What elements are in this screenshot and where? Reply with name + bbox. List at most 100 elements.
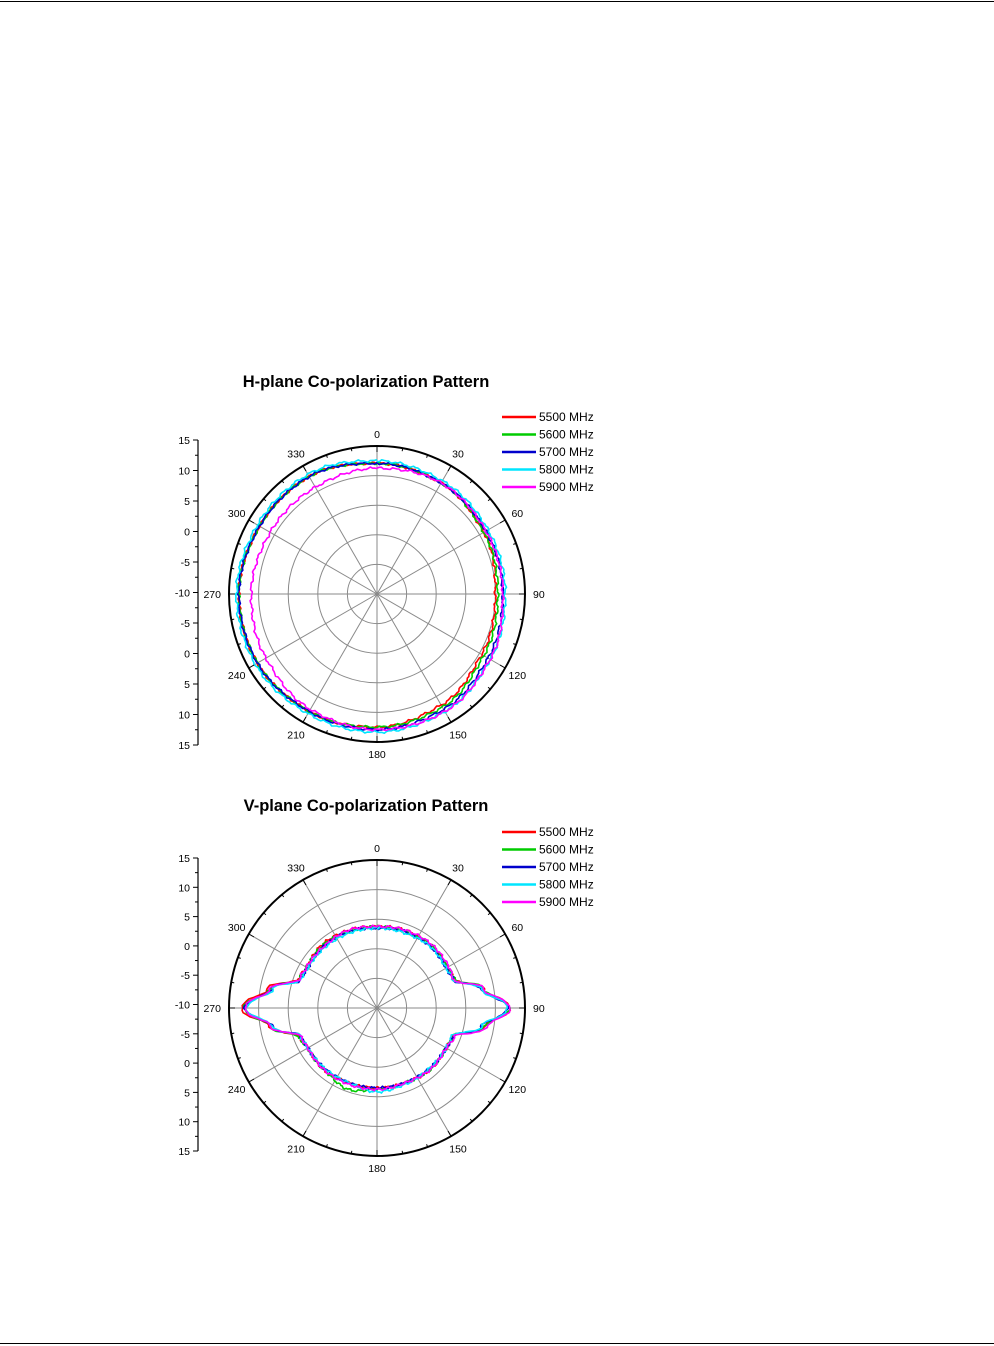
frame-tick — [487, 912, 491, 916]
frame-tick — [231, 618, 235, 621]
radial-scale-label: 10 — [178, 1117, 190, 1129]
page-bottom-rule — [0, 1343, 994, 1344]
frame-tick — [499, 933, 506, 938]
grid-spoke — [302, 593, 378, 723]
angle-tick-label: 60 — [511, 922, 523, 934]
h-plane-svg: H-plane Co-polarization Pattern 0 30 60 90 1… — [175, 373, 594, 761]
angle-tick-label: 150 — [449, 729, 467, 741]
angle-tick-label: 90 — [533, 589, 545, 601]
frame-tick — [263, 912, 267, 916]
frame-tick — [231, 981, 235, 984]
frame-tick — [302, 1130, 307, 1137]
angle-tick-label: 0 — [374, 843, 380, 855]
frame-tick — [401, 448, 404, 452]
grid-spoke — [376, 1007, 506, 1083]
angle-tick-label: 30 — [452, 863, 464, 875]
series-line-5700-mhz — [236, 461, 505, 732]
frame-tick — [487, 498, 491, 502]
frame-tick — [231, 1032, 235, 1035]
angle-tick-label: 150 — [449, 1143, 467, 1155]
angle-tick-label: 210 — [287, 1143, 305, 1155]
grid-spoke — [248, 519, 378, 595]
legend-label: 5900 MHz — [539, 480, 594, 494]
grid-spoke — [248, 933, 378, 1009]
frame-tick — [519, 618, 523, 621]
grid-spoke — [376, 879, 452, 1009]
frame-tick — [447, 465, 452, 472]
radial-scale-label: 0 — [184, 1058, 190, 1070]
series-line-5900-mhz — [249, 466, 506, 732]
angle-tick-label: 330 — [287, 449, 305, 461]
angle-tick-label: 210 — [287, 729, 305, 741]
frame-tick — [487, 1100, 491, 1104]
frame-tick — [237, 643, 241, 646]
legend-label: 5500 MHz — [539, 410, 594, 424]
frame-tick — [263, 498, 267, 502]
legend-label: 5800 MHz — [539, 878, 594, 892]
radial-scale-label: 15 — [178, 853, 190, 865]
frame-tick — [519, 567, 523, 570]
radial-scale-label: 0 — [184, 941, 190, 953]
frame-tick — [499, 664, 506, 669]
radial-scale-label: 15 — [178, 1146, 190, 1158]
grid-spoke — [376, 593, 506, 669]
frame-tick — [401, 1150, 404, 1154]
frame-tick — [248, 1078, 255, 1083]
frame-tick — [263, 686, 267, 690]
grid-spoke — [302, 879, 378, 1009]
angle-tick-label: 120 — [509, 1084, 527, 1096]
angle-tick-label: 30 — [452, 449, 464, 461]
frame-tick — [426, 454, 429, 458]
grid-spoke — [302, 1007, 378, 1137]
angle-tick-label: 180 — [368, 1163, 386, 1175]
radial-scale-label: 10 — [178, 882, 190, 894]
legend-label: 5800 MHz — [539, 463, 594, 477]
series-line-5800-mhz — [244, 926, 509, 1094]
radial-scale-label: -5 — [181, 557, 190, 569]
series-line-5900-mhz — [244, 924, 511, 1092]
frame-tick — [325, 868, 328, 872]
radial-scale-label: 10 — [178, 710, 190, 722]
radial-scale-label: 0 — [184, 649, 190, 661]
frame-tick — [513, 542, 517, 545]
radial-scale-label: 0 — [184, 527, 190, 539]
frame-tick — [237, 956, 241, 959]
chart-title: V-plane Co-polarization Pattern — [244, 797, 489, 815]
frame-tick — [281, 894, 285, 898]
radial-scale-label: 10 — [178, 466, 190, 478]
frame-tick — [447, 716, 452, 723]
angle-tick-label: 90 — [533, 1003, 545, 1015]
angle-tick-label: 0 — [374, 429, 380, 441]
frame-tick — [513, 643, 517, 646]
grid-spoke — [302, 465, 378, 595]
radial-scale-label: 15 — [178, 740, 190, 752]
angle-tick-label: 240 — [228, 1084, 246, 1096]
legend-label: 5600 MHz — [539, 428, 594, 442]
grid-spoke — [376, 593, 452, 723]
frame-tick — [350, 862, 353, 866]
frame-tick — [325, 730, 328, 734]
radial-scale-label: -5 — [181, 618, 190, 630]
chart-title: H-plane Co-polarization Pattern — [243, 373, 490, 391]
angle-tick-label: 270 — [203, 1003, 221, 1015]
v-plane-svg: V-plane Co-polarization Pattern 0 30 60 90 1… — [175, 797, 594, 1175]
grid-spoke — [376, 519, 506, 595]
radial-scale-label: 15 — [178, 435, 190, 447]
series-line-5800-mhz — [234, 458, 508, 735]
frame-tick — [302, 879, 307, 886]
frame-tick — [237, 1057, 241, 1060]
frame-tick — [325, 454, 328, 458]
frame-tick — [350, 448, 353, 452]
frame-tick — [263, 1100, 267, 1104]
radial-scale-label: -10 — [175, 588, 190, 600]
frame-tick — [519, 981, 523, 984]
frame-tick — [248, 664, 255, 669]
grid-spoke — [248, 1007, 378, 1083]
angle-tick-label: 120 — [509, 670, 527, 682]
grid-spoke — [376, 933, 506, 1009]
page-top-rule — [0, 1, 994, 2]
frame-tick — [426, 730, 429, 734]
frame-tick — [426, 868, 429, 872]
legend-label: 5700 MHz — [539, 445, 594, 459]
frame-tick — [447, 1130, 452, 1137]
